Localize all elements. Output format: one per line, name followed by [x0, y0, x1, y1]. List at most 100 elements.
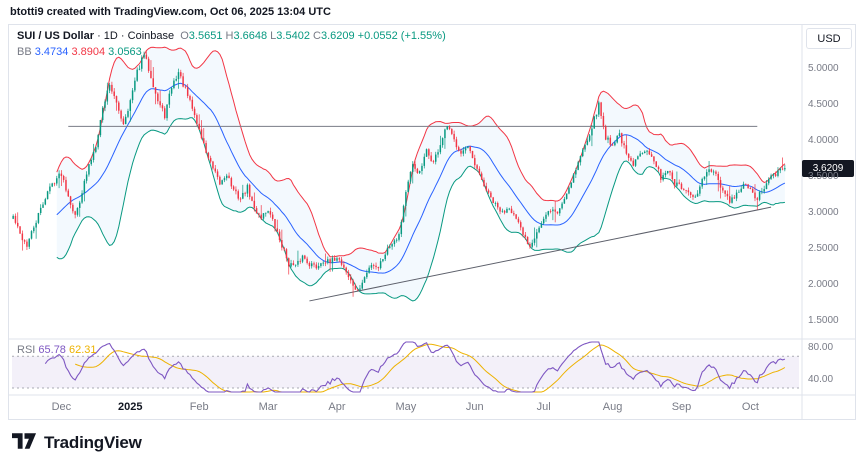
time-axis-label: Apr [328, 401, 346, 413]
candle-body [106, 90, 109, 102]
candle-body [719, 180, 722, 188]
candle-body [692, 194, 694, 197]
time-axis-label: Sep [671, 401, 692, 413]
candles-layer[interactable] [12, 51, 786, 297]
candle-body [49, 186, 51, 192]
candle-body [742, 183, 745, 189]
candle-body [322, 262, 324, 264]
candle-body [593, 116, 595, 129]
candle-body [152, 78, 154, 88]
candle-body [768, 178, 770, 184]
candle-body [129, 100, 132, 111]
candle-body [549, 211, 552, 212]
legend-part: +0.0552 (+1.55%) [354, 30, 446, 42]
candle-body [503, 210, 506, 213]
price-axis[interactable]: USD 3.6209 5.0000 4.5000 4.0000 3.5000 3.000… [802, 25, 855, 419]
candle-body [584, 144, 586, 150]
candle-body [715, 171, 717, 174]
candle-body [72, 204, 74, 212]
candle-body [304, 255, 306, 259]
candle-body [33, 227, 35, 232]
candle-body [288, 258, 290, 267]
candle-body [660, 169, 662, 180]
price-tick-label: 3.5000 [808, 170, 839, 182]
candle-body [391, 244, 393, 247]
candle-body [650, 154, 653, 157]
tradingview-logo-icon[interactable] [12, 430, 37, 457]
candle-body [637, 156, 639, 160]
candle-body [614, 142, 616, 146]
candle-body [115, 96, 118, 103]
logo-shape-1 [12, 432, 23, 449]
candle-body [122, 118, 125, 125]
candle-body [494, 203, 497, 204]
candle-body [62, 176, 65, 180]
candle-body [545, 214, 547, 219]
candle-body [223, 178, 226, 181]
candle-body [439, 145, 442, 153]
candle-body [623, 143, 625, 146]
candle-body [205, 143, 207, 153]
candle-body [632, 160, 635, 166]
legend-part: L [267, 30, 277, 42]
candle-body [409, 171, 412, 182]
candle-body [689, 192, 692, 195]
chart-plot[interactable] [9, 25, 855, 419]
candle-body [476, 165, 478, 169]
candle-body [572, 174, 575, 183]
candle-body [386, 247, 389, 255]
candle-body [285, 249, 288, 259]
candle-body [113, 91, 115, 97]
candle-body [435, 154, 437, 162]
legend-part: 3.4734 [31, 46, 69, 58]
candle-body [39, 207, 42, 213]
candle-body [180, 72, 182, 77]
candle-body [26, 241, 28, 247]
candle-body [186, 87, 189, 96]
candle-body [432, 161, 435, 162]
footer: TradingView [12, 428, 142, 458]
legend-part: BB [17, 46, 32, 58]
candle-body [444, 129, 446, 139]
candle-body [324, 262, 327, 264]
candle-body [765, 183, 768, 190]
candle-body [522, 227, 524, 235]
candle-body [354, 285, 357, 290]
candle-body [519, 222, 522, 228]
legend-part: C [309, 30, 321, 42]
ascending-trendline [309, 206, 772, 302]
candle-body [588, 135, 591, 141]
candle-body [784, 168, 786, 170]
candle-body [728, 196, 731, 203]
candle-body [722, 187, 724, 191]
candle-body [79, 202, 81, 208]
tradingview-brand[interactable]: TradingView [44, 433, 142, 452]
candle-body [251, 196, 253, 201]
candle-body [127, 110, 129, 117]
candle-body [345, 267, 347, 273]
candle-body [143, 54, 145, 58]
candle-body [67, 190, 70, 197]
time-axis-label: Jun [465, 401, 484, 413]
candle-body [191, 99, 194, 109]
candle-body [627, 153, 630, 158]
candle-body [237, 191, 239, 199]
candle-body [400, 221, 403, 235]
candle-body [625, 145, 628, 154]
candle-body [696, 193, 699, 197]
candle-body [701, 178, 703, 187]
candle-body [492, 197, 494, 204]
candle-body [542, 218, 545, 224]
time-axis[interactable]: Dec 2025 Feb Mar Apr May Jun Jul Aug Sep Oct [9, 395, 802, 419]
time-axis-label: 2025 [118, 401, 143, 413]
price-tick-label: 4.0000 [808, 134, 839, 146]
currency-toggle-button[interactable]: USD [806, 28, 852, 49]
bb-legend: BB 3.4734 3.8904 3.0563 [17, 46, 142, 58]
candle-body [437, 152, 439, 155]
candle-body [506, 208, 508, 213]
price-tick-label: 3.0000 [808, 206, 839, 218]
candle-body [634, 159, 637, 166]
candle-body [699, 186, 701, 194]
candle-body [779, 168, 782, 171]
legend-part: O [174, 30, 189, 42]
